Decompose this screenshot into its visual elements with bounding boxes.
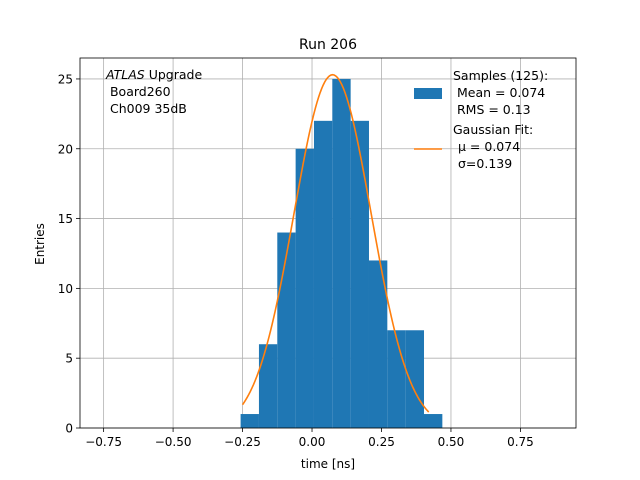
legend-hist-line-2: Mean = 0.074 (453, 85, 545, 100)
y-tick-label: 15 (58, 212, 73, 226)
y-tick-label: 5 (65, 352, 73, 366)
legend-hist-line-1: Samples (125): (453, 68, 548, 83)
annotation-line-1: ATLAS Upgrade (105, 67, 202, 82)
chart-title: Run 206 (299, 37, 357, 53)
y-tick-label: 25 (58, 72, 73, 86)
histogram-bar (295, 148, 314, 429)
histogram-bar (368, 260, 388, 428)
legend-hist-line-3: RMS = 0.13 (453, 102, 531, 117)
gaussian-fit-line (241, 73, 430, 413)
histogram-bar (313, 120, 333, 428)
x-tick-label: −0.75 (85, 435, 122, 449)
x-tick-label: −0.25 (224, 435, 261, 449)
x-tick-label: 0.00 (299, 435, 326, 449)
y-tick-label: 10 (58, 282, 73, 296)
annotation-line-2: Board260 (106, 84, 171, 99)
histogram-bar (240, 414, 259, 428)
legend-fit-line-2: μ = 0.074 (458, 139, 520, 154)
histogram-bar (258, 344, 278, 428)
x-tick-label: 0.75 (507, 435, 534, 449)
histogram-bar (332, 78, 351, 429)
y-tick-label: 20 (58, 142, 73, 156)
histogram-bar (277, 232, 296, 428)
legend-fit-line-3: σ=0.139 (458, 156, 512, 171)
legend: Samples (125): Mean = 0.074 RMS = 0.13 G… (414, 68, 548, 171)
y-axis-label: Entries (33, 223, 47, 265)
x-tick-label: −0.50 (155, 435, 192, 449)
legend-fit-line-1: Gaussian Fit: (453, 122, 533, 137)
annotation-upgrade: Upgrade (145, 67, 203, 82)
axes-frame (79, 57, 577, 429)
x-axis-ticks: −0.75 −0.50 −0.25 0.00 0.25 0.50 0.75 (85, 428, 534, 449)
legend-swatch-histogram (414, 88, 442, 99)
gaussian-fit-layer (241, 73, 430, 413)
y-axis-ticks: 0 5 10 15 20 25 (58, 72, 80, 436)
histogram-bar (387, 330, 406, 428)
x-tick-label: 0.50 (438, 435, 465, 449)
annotation-italic-word: ATLAS (105, 67, 145, 82)
histogram-bar (424, 414, 443, 428)
annotation-line-3: Ch009 35dB (106, 101, 187, 116)
x-axis-label: time [ns] (301, 457, 355, 471)
atlas-annotation: ATLAS Upgrade Board260 Ch009 35dB (105, 67, 202, 116)
histogram-bar (350, 120, 369, 428)
x-tick-label: 0.25 (368, 435, 395, 449)
histogram-bar (405, 330, 425, 428)
y-tick-label: 0 (65, 422, 73, 436)
